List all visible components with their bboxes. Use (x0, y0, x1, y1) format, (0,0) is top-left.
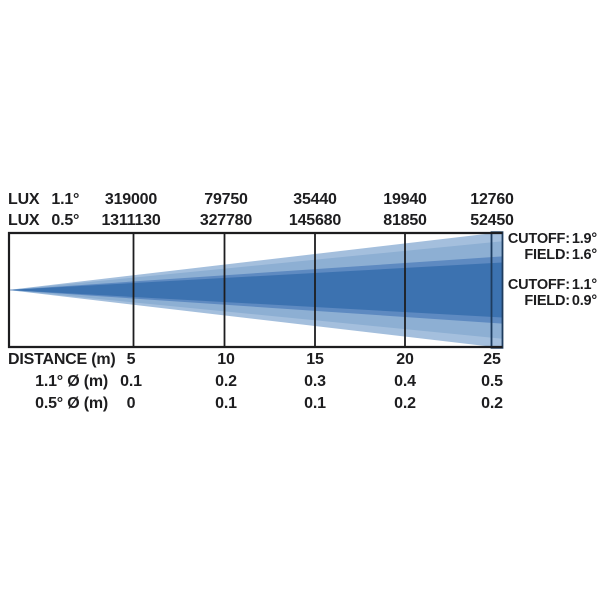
distance-15m: 15 (306, 351, 324, 368)
distance-25m: 25 (483, 351, 501, 368)
distance-5m: 5 (126, 351, 136, 368)
diameter-row-0-5deg: 0.5° Ø (m) 0 0.1 0.1 0.2 0.2 (0, 394, 600, 414)
field-text: FIELD: (524, 247, 570, 263)
lux-0-5deg-at-20m: 81850 (383, 212, 427, 229)
distance-row: DISTANCE (m) 5 10 15 20 25 (0, 350, 600, 370)
lux-0-5deg-at-25m: 52450 (470, 212, 514, 229)
lux-1-1deg-at-5m: 319000 (104, 191, 158, 208)
lux-angle-value: 0.5° (51, 212, 80, 229)
lux-word: LUX (8, 212, 40, 229)
lux-1-1deg-at-25m: 12760 (470, 191, 514, 208)
diameter-1-1deg-at-25m: 0.5 (481, 373, 503, 390)
diameter-row-1-1deg: 1.1° Ø (m) 0.1 0.2 0.3 0.4 0.5 (0, 372, 600, 392)
cutoff-text: CUTOFF: (507, 231, 570, 247)
lux-0-5deg-at-5m: 1311130 (101, 212, 161, 229)
distance-row-label: DISTANCE (m) (8, 351, 116, 368)
field-outer-value: 1.6° (571, 247, 597, 263)
diameter-0-5deg-at-25m: 0.2 (481, 395, 503, 412)
cutoff-outer-value: 1.9° (571, 231, 597, 247)
lux-row-1-1deg: LUX 1.1° 319000 79750 35440 19940 12760 (0, 190, 600, 210)
cutoff-inner-value: 1.1° (571, 277, 597, 293)
field-text: FIELD: (524, 293, 570, 309)
diameter-1-1deg-at-15m: 0.3 (304, 373, 326, 390)
lux-1-1deg-label: LUX 1.1° (8, 190, 79, 210)
cutoff-outer-label: CUTOFF: 1.9° (500, 231, 597, 248)
diameter-0-5deg-at-15m: 0.1 (304, 395, 326, 412)
lux-1-1deg-at-15m: 35440 (293, 191, 337, 208)
diameter-0-5deg-at-20m: 0.2 (394, 395, 416, 412)
lux-word: LUX (8, 191, 40, 208)
beam-cone-field-0.9deg (8, 262, 503, 318)
diameter-0-5deg-label: 0.5° Ø (m) (35, 395, 108, 412)
distance-10m: 10 (217, 351, 235, 368)
distance-20m: 20 (396, 351, 414, 368)
diameter-1-1deg-at-5m: 0.1 (120, 373, 142, 390)
lux-0-5deg-at-10m: 327780 (199, 212, 253, 229)
lux-0-5deg-at-15m: 145680 (288, 212, 342, 229)
lux-angle-value: 1.1° (51, 191, 80, 208)
diameter-0-5deg-at-10m: 0.1 (215, 395, 237, 412)
field-inner-value: 0.9° (571, 293, 597, 309)
diameter-1-1deg-label: 1.1° Ø (m) (35, 373, 108, 390)
diameter-1-1deg-at-10m: 0.2 (215, 373, 237, 390)
cutoff-inner-label: CUTOFF: 1.1° (500, 277, 597, 294)
field-inner-label: FIELD: 0.9° (500, 293, 597, 310)
lux-1-1deg-at-20m: 19940 (383, 191, 427, 208)
lux-1-1deg-at-10m: 79750 (204, 191, 248, 208)
lux-row-0-5deg: LUX 0.5° 1311130 327780 145680 81850 5245… (0, 211, 600, 231)
field-outer-label: FIELD: 1.6° (500, 247, 597, 264)
cutoff-text: CUTOFF: (507, 277, 570, 293)
diameter-0-5deg-at-5m: 0 (126, 395, 136, 412)
diameter-1-1deg-at-20m: 0.4 (394, 373, 416, 390)
lux-0-5deg-label: LUX 0.5° (8, 211, 79, 231)
